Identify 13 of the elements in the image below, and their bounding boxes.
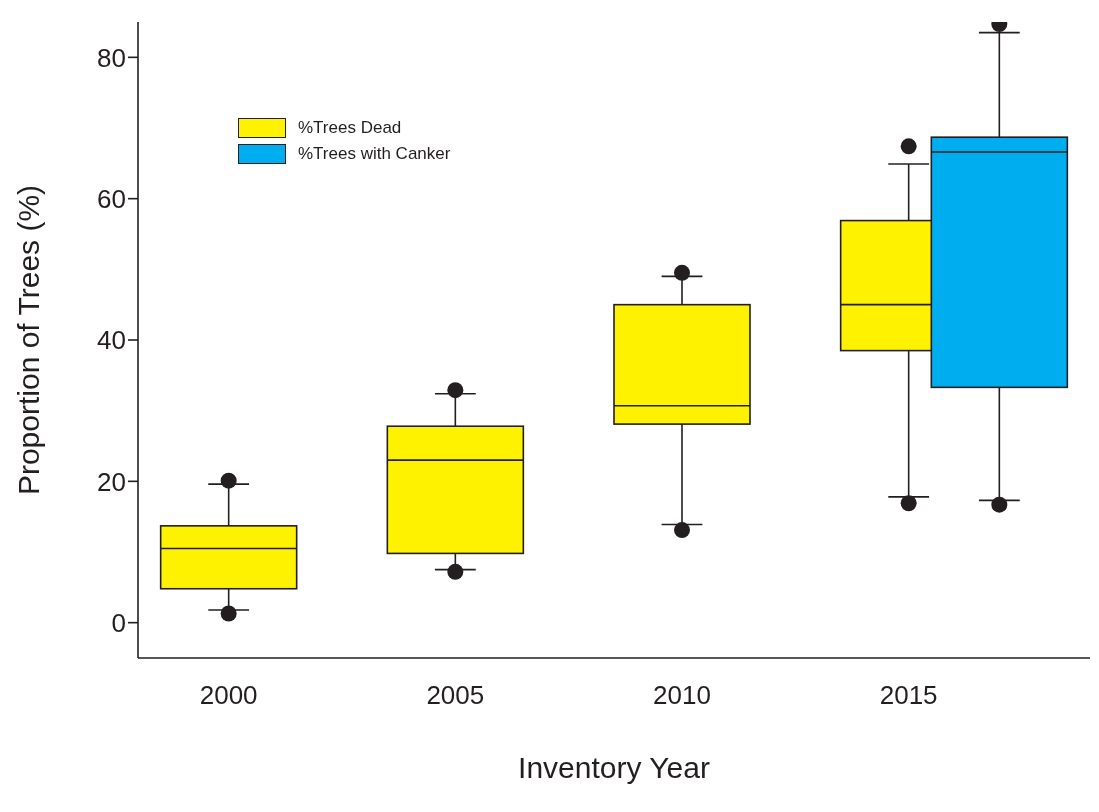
- x-tick-label: 2015: [879, 680, 938, 711]
- x-axis-title: Inventory Year: [518, 751, 710, 784]
- x-tick-label: 2000: [199, 680, 258, 711]
- y-tick-label: 0: [111, 607, 126, 638]
- y-tick-label: 20: [97, 466, 126, 497]
- y-axis-title: Proportion of Trees (%): [11, 184, 45, 496]
- y-tick-label: 80: [97, 42, 126, 73]
- x-tick-label: 2005: [426, 680, 485, 711]
- y-tick-label: 60: [97, 183, 126, 214]
- x-tick-label: 2010: [653, 680, 711, 711]
- legend-label: %Trees with Canker: [298, 144, 451, 164]
- legend-label: %Trees Dead: [298, 118, 402, 138]
- y-tick-label: 40: [97, 325, 126, 356]
